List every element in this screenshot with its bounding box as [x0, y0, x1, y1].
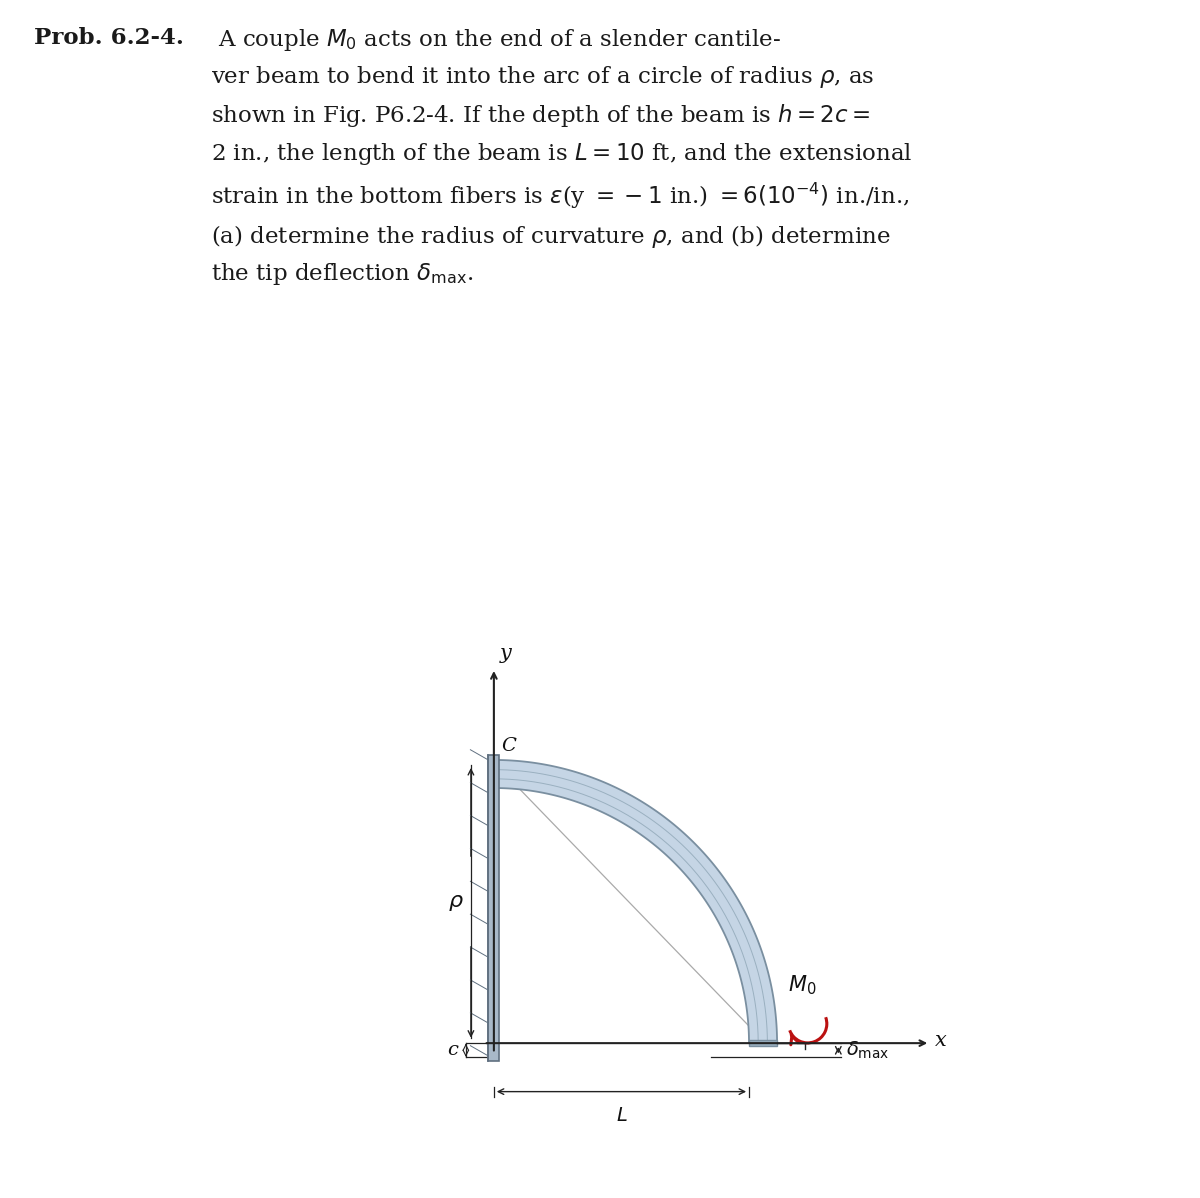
Text: C: C: [502, 737, 516, 755]
Polygon shape: [494, 760, 778, 1043]
Text: c: c: [448, 1041, 458, 1059]
Text: $L$: $L$: [616, 1107, 628, 1125]
Text: y: y: [500, 645, 511, 662]
Text: Prob. 6.2-4.: Prob. 6.2-4.: [34, 26, 184, 49]
Bar: [488, 755, 499, 1061]
Polygon shape: [749, 1040, 778, 1046]
Text: $\rho$: $\rho$: [448, 890, 463, 913]
Text: $\delta_\mathrm{max}$: $\delta_\mathrm{max}$: [846, 1040, 889, 1061]
Text: x: x: [935, 1031, 947, 1051]
Text: $M_0$: $M_0$: [788, 974, 817, 997]
Text: A couple $M_0$ acts on the end of a slender cantile-
ver beam to bend it into th: A couple $M_0$ acts on the end of a slen…: [211, 26, 912, 288]
